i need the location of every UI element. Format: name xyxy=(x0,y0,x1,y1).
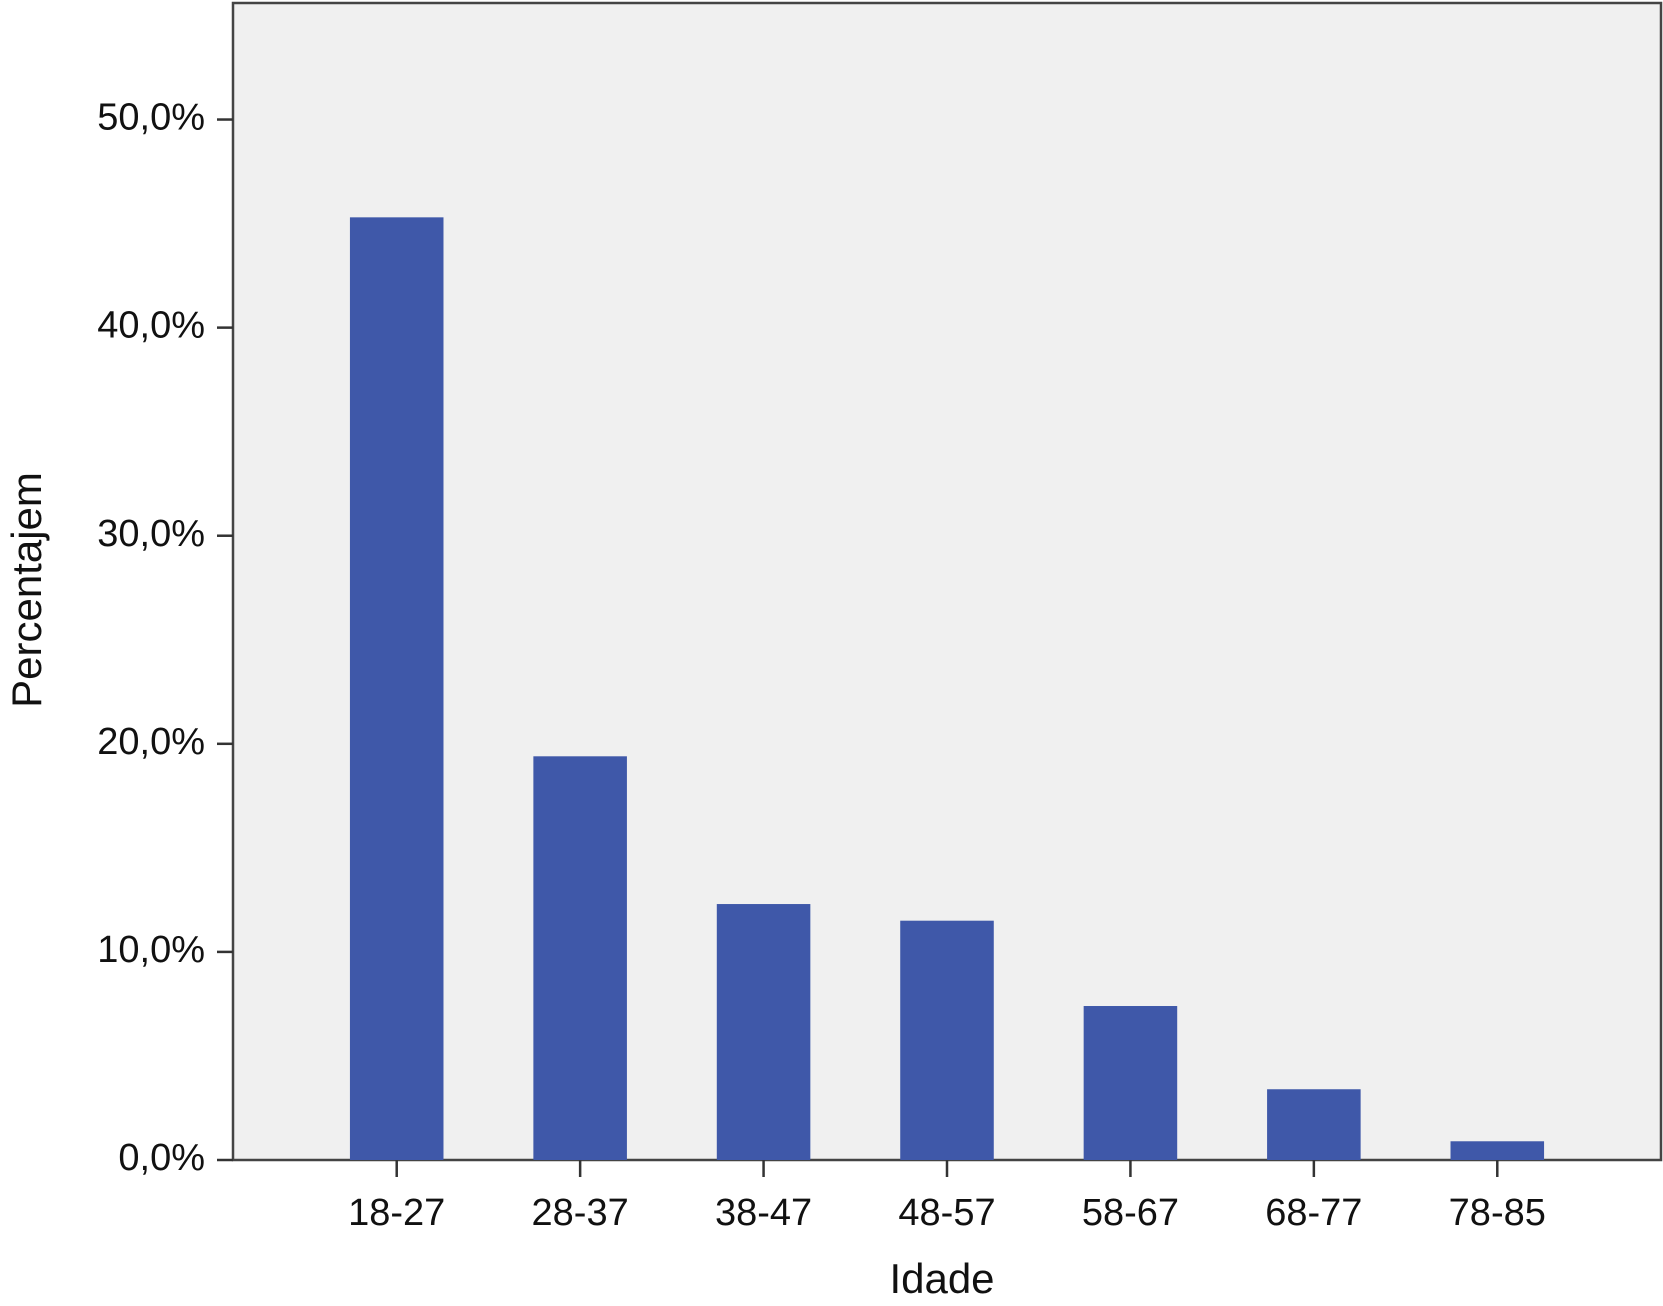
bar xyxy=(349,217,444,1161)
bar xyxy=(1450,1141,1545,1160)
y-axis-title: Percentajem xyxy=(3,472,50,708)
y-tick-label: 0,0% xyxy=(118,1137,205,1179)
x-tick-label: 18-27 xyxy=(348,1192,445,1234)
x-tick-label: 78-85 xyxy=(1449,1192,1546,1234)
x-axis-title: Idade xyxy=(889,1255,994,1302)
bar xyxy=(900,920,994,1160)
x-tick-label: 58-67 xyxy=(1082,1192,1179,1234)
y-tick-label: 50,0% xyxy=(97,97,205,139)
x-tick-label: 38-47 xyxy=(715,1192,812,1234)
bar xyxy=(533,756,627,1160)
x-tick-label: 48-57 xyxy=(898,1192,995,1234)
y-tick-label: 20,0% xyxy=(97,721,205,763)
y-tick-label: 40,0% xyxy=(97,305,205,347)
bar xyxy=(716,904,811,1160)
x-tick-label: 28-37 xyxy=(532,1192,629,1234)
x-tick-label: 68-77 xyxy=(1265,1192,1362,1234)
bar xyxy=(1267,1089,1361,1160)
bar xyxy=(1083,1006,1178,1160)
y-tick-label: 30,0% xyxy=(97,513,205,555)
y-tick-label: 10,0% xyxy=(97,929,205,971)
